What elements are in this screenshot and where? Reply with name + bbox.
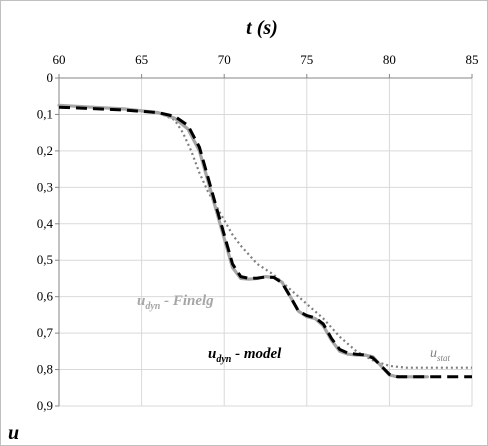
y-tick-label: 0 [47, 70, 54, 85]
x-axis-title: t (s) [246, 17, 278, 39]
series-line-dashed [58, 105, 472, 379]
y-tick-label: 0,4 [37, 216, 54, 231]
x-tick-label: 75 [300, 52, 313, 67]
y-tick-label: 0,6 [37, 289, 54, 304]
x-tick-label: 85 [466, 52, 479, 67]
y-tick-label: 0,9 [37, 398, 53, 413]
y-tick-label: 0,5 [37, 252, 53, 267]
series-label-finelg: udyn - Finelg [137, 293, 214, 312]
x-tick-label: 70 [218, 52, 231, 67]
y-tick-label: 0,8 [37, 362, 53, 377]
y-tick-labels: 0 0,1 0,2 0,3 0,4 0,5 0,6 0,7 0,8 0,9 [37, 70, 54, 413]
y-tick-label: 0,3 [37, 179, 53, 194]
series-label-model: udyn - model [208, 346, 282, 365]
series [57, 103, 472, 379]
grid [59, 78, 473, 407]
x-tick-labels: 60 65 70 75 80 85 [53, 52, 479, 67]
y-tick-label: 0,1 [37, 106, 53, 121]
x-tick-label: 80 [383, 52, 396, 67]
series-line-solid [57, 103, 429, 379]
series-line-dotted [58, 104, 472, 369]
y-tick-label: 0,7 [37, 325, 54, 340]
y-axis-title: u [8, 422, 19, 444]
series-label-stat: ustat [430, 346, 451, 363]
x-tick-label: 65 [135, 52, 148, 67]
axes [55, 74, 473, 407]
x-tick-label: 60 [53, 52, 66, 67]
y-tick-label: 0,2 [37, 143, 53, 158]
